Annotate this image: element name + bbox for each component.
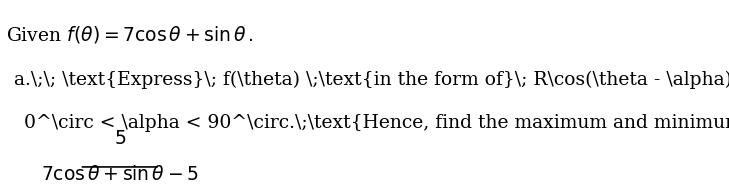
Text: 0^\circ < \alpha < 90^\circ.\;\text{Hence, find the maximum and minimum values o: 0^\circ < \alpha < 90^\circ.\;\text{Henc… xyxy=(24,114,729,132)
Text: $7\cos\theta + \sin\theta - 5$: $7\cos\theta + \sin\theta - 5$ xyxy=(41,165,198,184)
Text: a.\;\; \text{Express}\; f(\theta) \;\text{in the form of}\; R\cos(\theta - \alph: a.\;\; \text{Express}\; f(\theta) \;\tex… xyxy=(15,70,729,89)
Text: Given $f(\theta) = 7\cos\theta + \sin\theta\,.$: Given $f(\theta) = 7\cos\theta + \sin\th… xyxy=(6,24,254,45)
Text: $5$: $5$ xyxy=(114,130,126,148)
